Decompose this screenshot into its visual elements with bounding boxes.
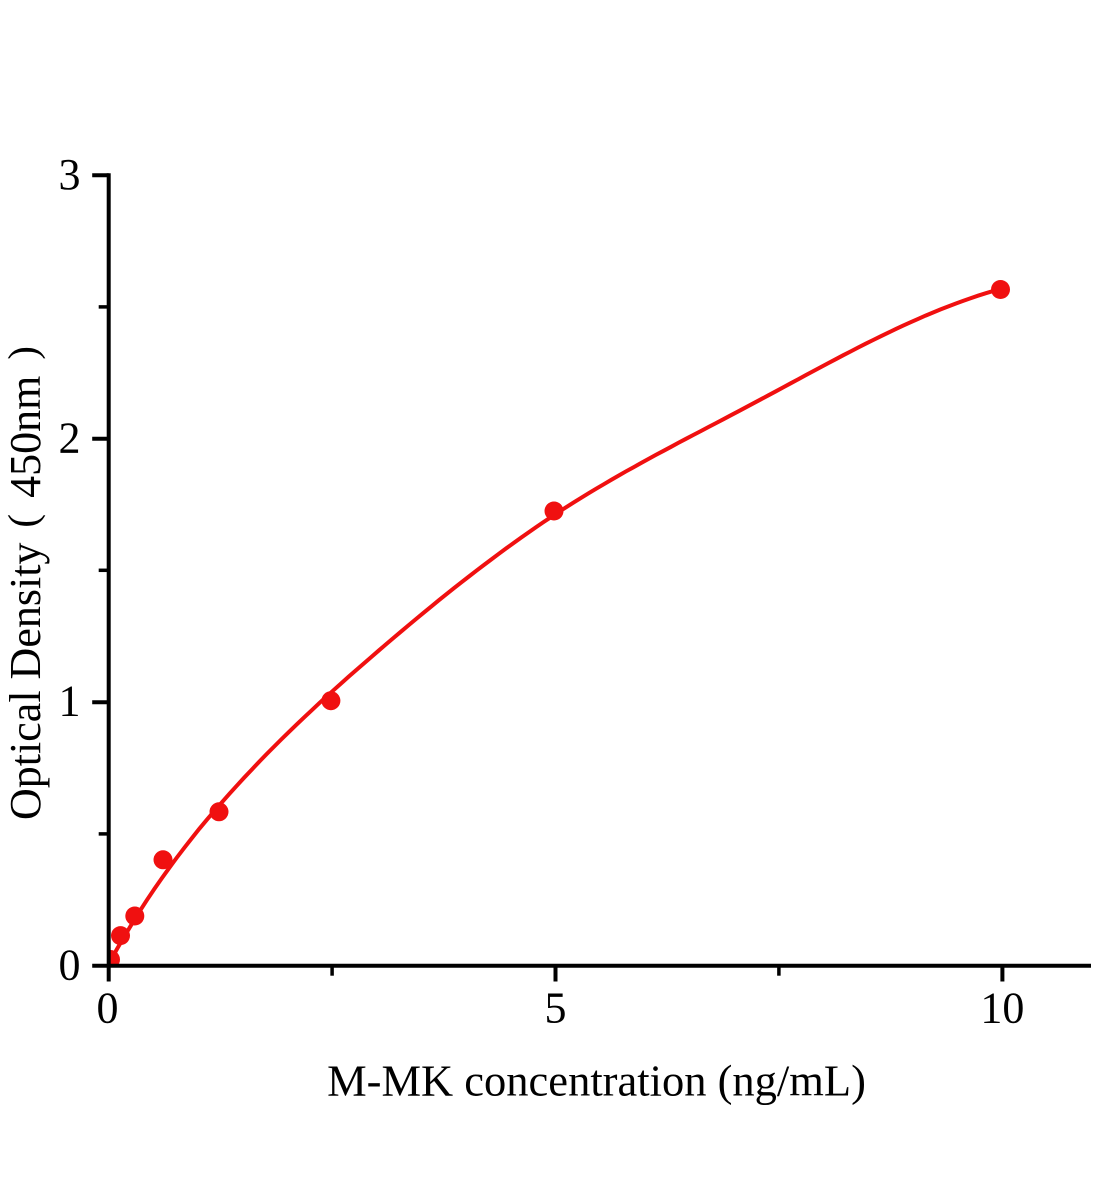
svg-text:5: 5 xyxy=(545,984,567,1033)
svg-text:Optical Density(450nm): Optical Density(450nm) xyxy=(0,346,50,820)
svg-text:2: 2 xyxy=(59,413,81,462)
svg-text:10: 10 xyxy=(980,984,1024,1033)
svg-text:M-MK concentration (ng/mL): M-MK concentration (ng/mL) xyxy=(327,1056,866,1106)
svg-text:0: 0 xyxy=(59,940,81,989)
svg-text:0: 0 xyxy=(97,984,119,1033)
svg-text:1: 1 xyxy=(59,677,81,726)
svg-text:3: 3 xyxy=(59,150,81,199)
